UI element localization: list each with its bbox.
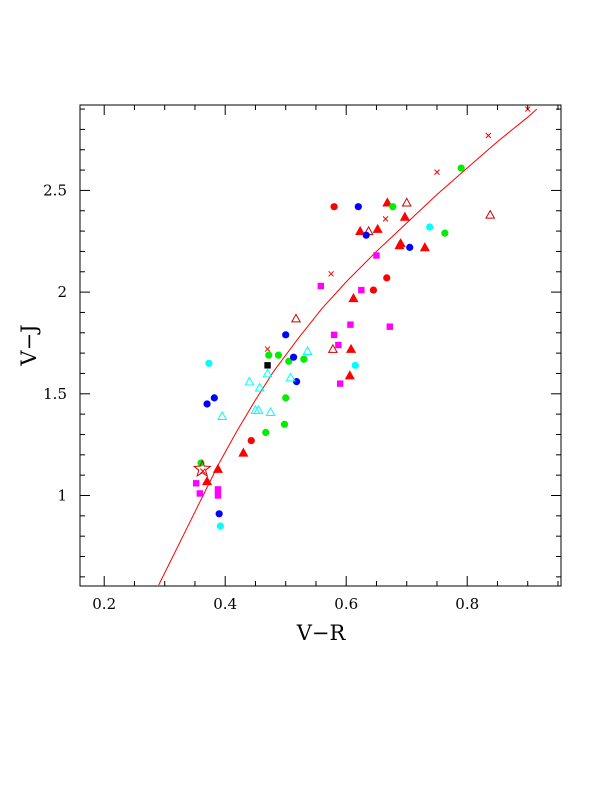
data-point-circle <box>289 353 298 361</box>
data-point-square <box>214 486 222 493</box>
data-point-open-star <box>192 459 212 478</box>
curve-cross-marker <box>434 169 440 175</box>
data-point-open-triangle <box>401 197 412 207</box>
data-point-triangle <box>238 447 249 457</box>
data-point-open-triangle <box>302 345 313 355</box>
data-point-circle <box>354 203 362 211</box>
y-axis-label: V−J <box>17 324 41 366</box>
data-points-layer <box>192 164 496 530</box>
y-tick-label: 2 <box>57 283 67 301</box>
data-point-open-triangle <box>217 410 228 421</box>
data-point-square <box>214 492 222 499</box>
data-point-circle <box>274 351 283 359</box>
data-point-circle <box>406 243 414 251</box>
x-tick-label: 0.4 <box>213 595 237 613</box>
data-point-open-triangle <box>244 376 255 386</box>
data-point-circle <box>383 274 391 282</box>
data-point-open-triangle <box>253 404 264 414</box>
data-point-circle <box>262 428 270 437</box>
y-tick-label: 1.5 <box>43 385 67 403</box>
x-axis-label: V−R <box>296 621 347 645</box>
data-point-circle <box>265 351 273 359</box>
data-point-triangle <box>346 343 357 353</box>
data-point-circle <box>210 394 218 402</box>
data-point-circle <box>203 400 211 408</box>
data-point-circle <box>282 394 290 402</box>
data-point-circle <box>293 378 301 386</box>
data-point-square <box>264 362 271 369</box>
data-point-square <box>373 252 380 259</box>
data-point-circle <box>280 420 289 428</box>
data-point-circle <box>426 223 434 231</box>
data-point-triangle <box>212 463 223 473</box>
data-point-triangle <box>355 225 366 235</box>
data-point-square <box>336 380 344 387</box>
fit-curve-layer <box>158 106 538 586</box>
curve-cross-marker <box>199 468 206 474</box>
data-point-square <box>317 282 325 290</box>
data-point-circle <box>389 203 397 211</box>
y-tick-label: 2.5 <box>43 181 67 199</box>
data-point-open-triangle <box>327 343 338 353</box>
data-point-square <box>386 323 393 330</box>
data-point-open-triangle <box>285 372 296 382</box>
x-tick-label: 0.8 <box>455 595 479 613</box>
data-point-square <box>192 480 200 487</box>
data-point-triangle <box>372 223 383 233</box>
data-point-square <box>358 286 365 294</box>
curve-cross-marker <box>328 270 334 277</box>
data-point-triangle <box>395 238 406 248</box>
data-point-square <box>347 321 354 328</box>
data-point-triangle <box>382 197 393 207</box>
data-point-square <box>196 490 203 497</box>
fit-curve <box>158 108 538 586</box>
data-point-square <box>330 331 338 339</box>
data-point-triangle <box>348 292 359 303</box>
data-point-circle <box>205 359 213 367</box>
data-point-circle <box>457 164 465 172</box>
data-point-triangle <box>419 242 430 252</box>
data-point-circle <box>330 203 338 211</box>
data-point-open-triangle <box>485 209 496 219</box>
data-point-circle <box>215 510 223 518</box>
data-point-circle <box>282 331 290 339</box>
curve-cross-marker <box>382 216 389 222</box>
x-tick-label: 0.2 <box>92 595 116 613</box>
data-point-open-triangle <box>262 368 273 378</box>
data-point-circle <box>216 522 224 530</box>
data-point-open-triangle <box>265 406 276 416</box>
x-tick-label: 0.6 <box>334 595 358 613</box>
data-point-open-triangle <box>290 313 302 323</box>
curve-cross-marker <box>264 346 271 352</box>
data-point-circle <box>247 436 255 445</box>
plot-frame <box>79 104 562 587</box>
data-point-circle <box>369 286 378 294</box>
data-point-circle <box>441 229 449 237</box>
data-point-triangle <box>399 211 410 221</box>
data-point-square <box>335 341 342 349</box>
data-point-circle <box>351 361 359 369</box>
axes-layer: 0.2 0.4 0.6 0.8 1 1.5 2 2.5 <box>43 104 562 613</box>
data-point-circle <box>300 355 308 363</box>
y-tick-label: 1 <box>57 486 67 504</box>
data-point-open-triangle <box>254 382 265 392</box>
data-point-circle <box>362 231 370 239</box>
data-point-triangle <box>202 476 213 486</box>
data-point-triangle <box>344 370 355 380</box>
data-point-circle <box>285 357 293 365</box>
curve-cross-marker <box>485 132 492 139</box>
